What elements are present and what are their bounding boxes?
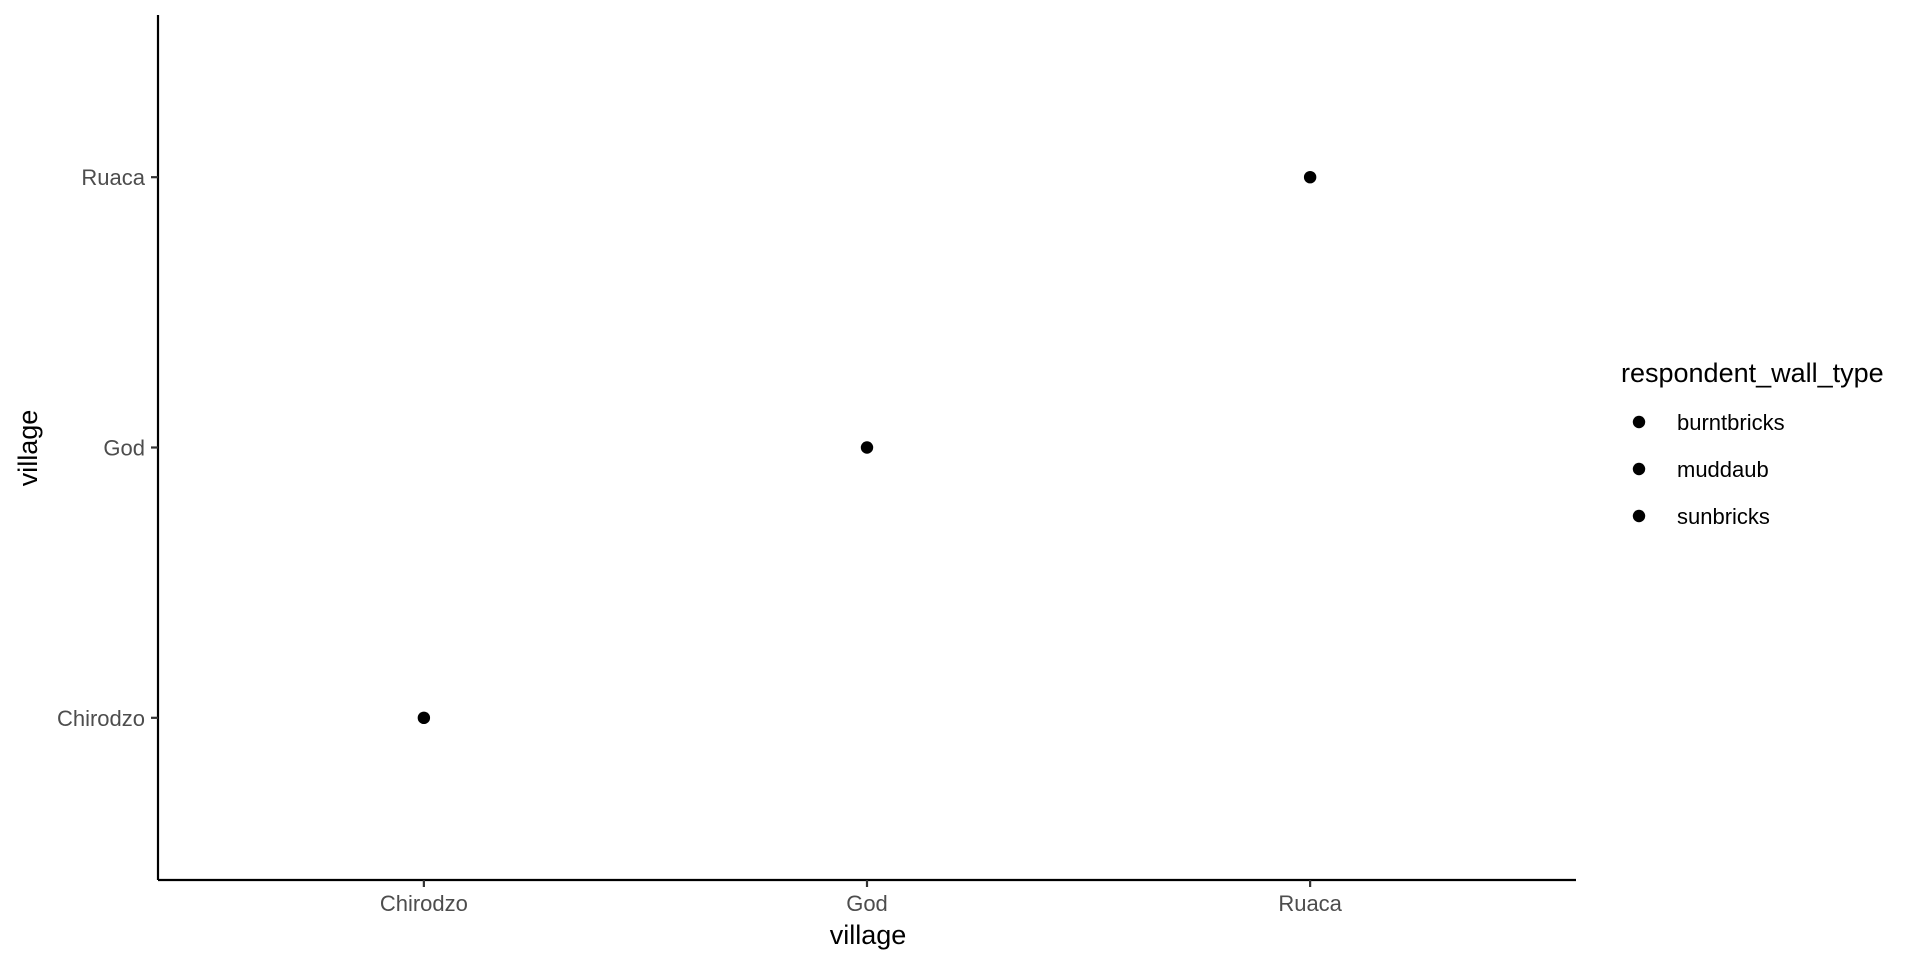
legend-marker (1632, 462, 1646, 476)
legend-marker (1632, 509, 1646, 523)
legend-label: muddaub (1677, 457, 1769, 482)
x-tick-label: Ruaca (1278, 891, 1342, 916)
y-tick-label: God (103, 436, 145, 461)
y-axis-ticks: Chirodzo God Ruaca (57, 165, 158, 731)
legend-label: sunbricks (1677, 504, 1770, 529)
data-point (417, 711, 431, 725)
y-tick-label: Chirodzo (57, 706, 145, 731)
legend-label: burntbricks (1677, 410, 1785, 435)
legend: respondent_wall_type burntbricks muddaub s… (1621, 358, 1884, 529)
x-tick-label: Chirodzo (380, 891, 468, 916)
x-axis-title: village (830, 920, 907, 950)
legend-marker (1632, 415, 1646, 429)
legend-title: respondent_wall_type (1621, 358, 1884, 388)
x-tick-label: God (846, 891, 888, 916)
legend-items: burntbricks muddaub sunbricks (1632, 410, 1785, 529)
plot-area: Chirodzo God Ruaca Chirodzo God Ruaca (57, 15, 1576, 916)
x-axis-ticks: Chirodzo God Ruaca (380, 880, 1343, 916)
data-point (860, 441, 874, 454)
data-points (417, 170, 1317, 725)
y-axis-title: village (13, 410, 43, 487)
y-tick-label: Ruaca (81, 165, 145, 190)
data-point (1303, 170, 1317, 184)
